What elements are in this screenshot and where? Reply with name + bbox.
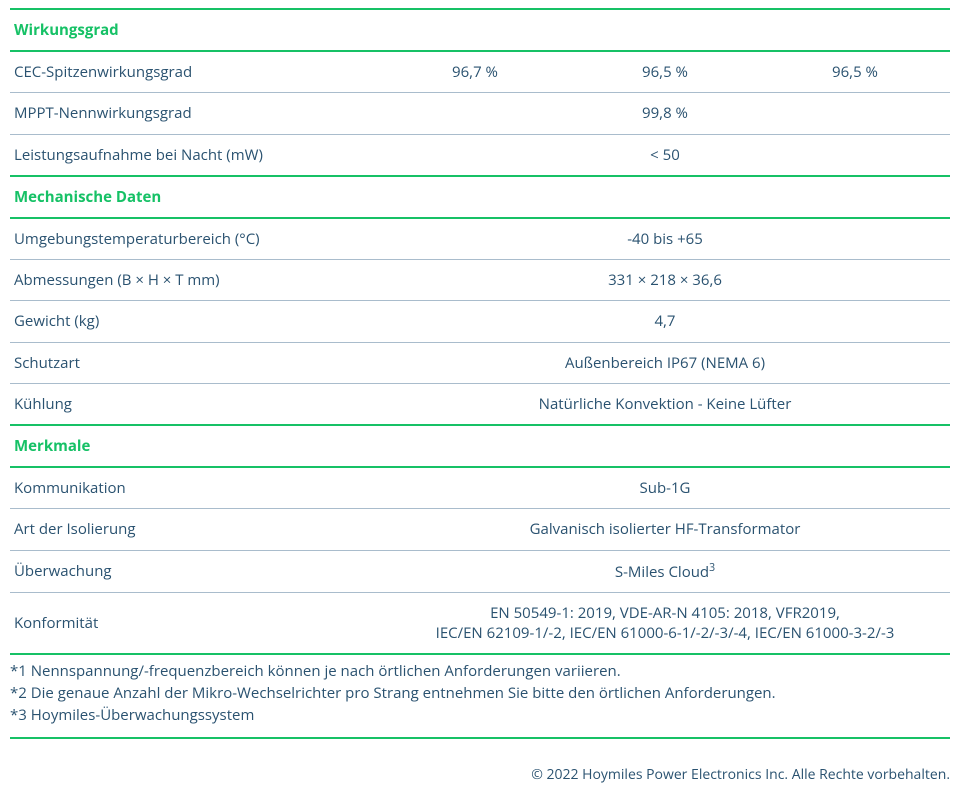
row-value-text: S-Miles Cloud xyxy=(615,562,709,582)
row-label: MPPT-Nennwirkungsgrad xyxy=(10,93,380,134)
row-night: Leistungsaufnahme bei Nacht (mW) < 50 xyxy=(10,134,950,176)
section-title: Wirkungsgrad xyxy=(10,9,950,51)
row-mppt: MPPT-Nennwirkungsgrad 99,8 % xyxy=(10,93,950,134)
row-value-1: 96,7 % xyxy=(380,51,570,93)
copyright: © 2022 Hoymiles Power Electronics Inc. A… xyxy=(10,765,950,784)
footnote-2: *2 Die genaue Anzahl der Mikro-Wechselri… xyxy=(10,683,950,705)
row-dim: Abmessungen (B × H × T mm) 331 × 218 × 3… xyxy=(10,260,950,301)
row-temp: Umgebungstemperaturbereich (°C) -40 bis … xyxy=(10,218,950,260)
row-value: EN 50549-1: 2019, VDE-AR-N 4105: 2018, V… xyxy=(380,592,950,654)
spec-table: Wirkungsgrad CEC-Spitzenwirkungsgrad 96,… xyxy=(10,8,950,655)
row-value: 99,8 % xyxy=(380,93,950,134)
section-header-features: Merkmale xyxy=(10,425,950,467)
section-title: Merkmale xyxy=(10,425,950,467)
row-value: < 50 xyxy=(380,134,950,176)
row-label: Konformität xyxy=(10,592,380,654)
row-mon: Überwachung S-Miles Cloud3 xyxy=(10,550,950,592)
footnote-1: *1 Nennspannung/-frequenzbereich können … xyxy=(10,661,950,683)
row-value: Galvanisch isolierter HF-Transformator xyxy=(380,509,950,550)
row-value: 331 × 218 × 36,6 xyxy=(380,260,950,301)
section-header-mechanical: Mechanische Daten xyxy=(10,176,950,218)
row-cool: Kühlung Natürliche Konvektion - Keine Lü… xyxy=(10,383,950,425)
row-label: CEC-Spitzenwirkungsgrad xyxy=(10,51,380,93)
row-value-2: 96,5 % xyxy=(570,51,760,93)
row-value: -40 bis +65 xyxy=(380,218,950,260)
row-value: 4,7 xyxy=(380,301,950,342)
row-value-sup: 3 xyxy=(709,561,715,575)
row-comm: Kommunikation Sub-1G xyxy=(10,467,950,509)
section-title: Mechanische Daten xyxy=(10,176,950,218)
row-label: Kühlung xyxy=(10,383,380,425)
row-label: Umgebungstemperaturbereich (°C) xyxy=(10,218,380,260)
row-value-line2: IEC/EN 62109-1/-2, IEC/EN 61000-6-1/-2/-… xyxy=(384,623,946,643)
row-value-line1: EN 50549-1: 2019, VDE-AR-N 4105: 2018, V… xyxy=(384,603,946,623)
row-label: Kommunikation xyxy=(10,467,380,509)
row-value: Natürliche Konvektion - Keine Lüfter xyxy=(380,383,950,425)
row-value: Sub-1G xyxy=(380,467,950,509)
row-cec: CEC-Spitzenwirkungsgrad 96,7 % 96,5 % 96… xyxy=(10,51,950,93)
row-ip: Schutzart Außenbereich IP67 (NEMA 6) xyxy=(10,342,950,383)
row-weight: Gewicht (kg) 4,7 xyxy=(10,301,950,342)
row-value: S-Miles Cloud3 xyxy=(380,550,950,592)
row-label: Leistungsaufnahme bei Nacht (mW) xyxy=(10,134,380,176)
row-conf: Konformität EN 50549-1: 2019, VDE-AR-N 4… xyxy=(10,592,950,654)
row-label: Art der Isolierung xyxy=(10,509,380,550)
row-iso: Art der Isolierung Galvanisch isolierter… xyxy=(10,509,950,550)
section-header-efficiency: Wirkungsgrad xyxy=(10,9,950,51)
footnote-3: *3 Hoymiles-Überwachungssystem xyxy=(10,705,950,727)
row-label: Schutzart xyxy=(10,342,380,383)
footnotes: *1 Nennspannung/-frequenzbereich können … xyxy=(10,661,950,738)
row-label: Überwachung xyxy=(10,550,380,592)
row-value: Außenbereich IP67 (NEMA 6) xyxy=(380,342,950,383)
row-value-3: 96,5 % xyxy=(760,51,950,93)
row-label: Gewicht (kg) xyxy=(10,301,380,342)
row-label: Abmessungen (B × H × T mm) xyxy=(10,260,380,301)
